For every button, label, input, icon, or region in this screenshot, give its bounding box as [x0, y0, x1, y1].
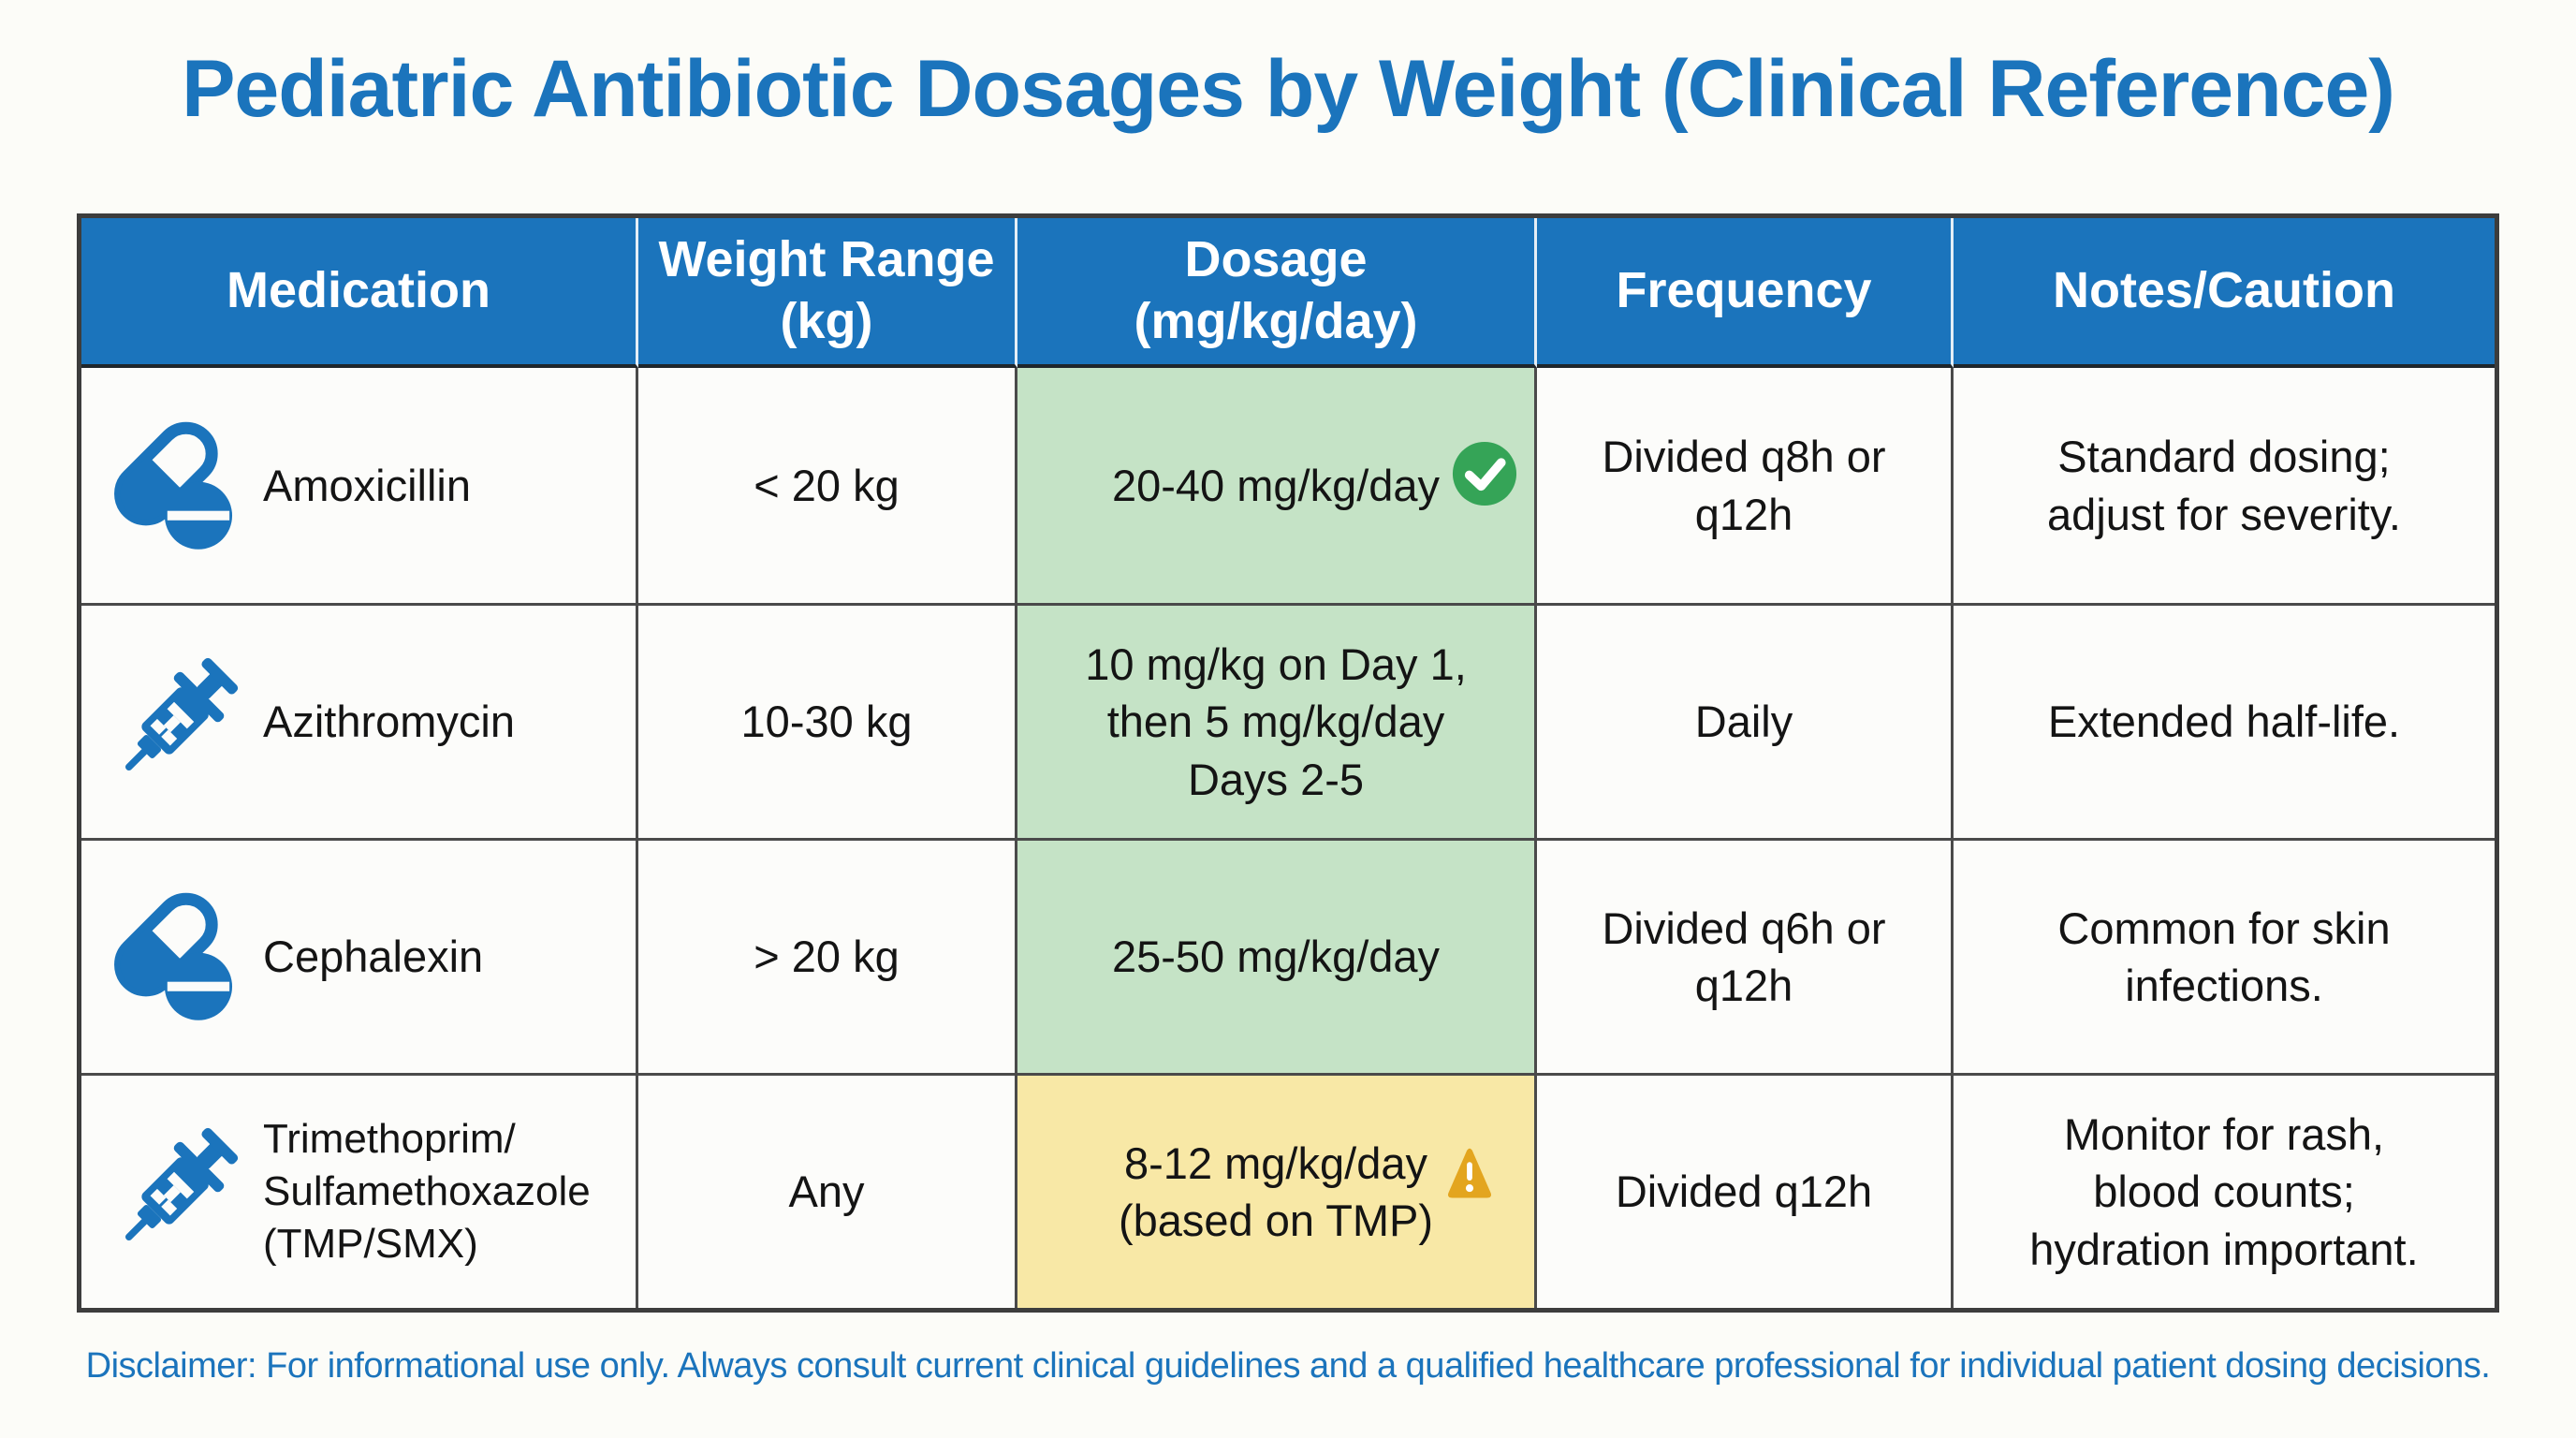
frequency-cell: Daily: [1537, 603, 1954, 838]
notes-caution-cell: Monitor for rash, blood counts; hydratio…: [1954, 1073, 2495, 1308]
notes-caution-cell: Extended half-life.: [1954, 603, 2495, 838]
dosage-text: 8-12 mg/kg/day (based on TMP): [1118, 1137, 1434, 1245]
frequency-cell: Divided q8h or q12h: [1537, 368, 1954, 603]
weight-range-cell: > 20 kg: [638, 838, 1017, 1073]
medication-cell: Azithromycin: [81, 603, 638, 838]
column-header-medication: Medication: [81, 218, 638, 368]
column-header-weight-range: Weight Range (kg): [638, 218, 1017, 368]
dosage-table: Medication Weight Range (kg) Dosage (mg/…: [77, 213, 2499, 1313]
column-header-dosage: Dosage (mg/kg/day): [1017, 218, 1537, 368]
weight-range-cell: < 20 kg: [638, 368, 1017, 603]
frequency-cell: Divided q6h or q12h: [1537, 838, 1954, 1073]
frequency-cell: Divided q12h: [1537, 1073, 1954, 1308]
notes-caution-cell: Common for skin infections.: [1954, 838, 2495, 1073]
medication-name: Azithromycin: [263, 697, 516, 747]
dosage-cell: 10 mg/kg on Day 1, then 5 mg/kg/day Days…: [1017, 603, 1537, 838]
weight-range-cell: 10-30 kg: [638, 603, 1017, 838]
check-icon: [1450, 382, 1519, 521]
notes-caution-cell: Standard dosing; adjust for severity.: [1954, 368, 2495, 603]
weight-range-cell: Any: [638, 1073, 1017, 1308]
medication-cell: Amoxicillin: [81, 368, 638, 603]
dosage-text: 25-50 mg/kg/day: [1111, 932, 1441, 982]
dosage-text: 20-40 mg/kg/day: [1111, 460, 1441, 510]
dosage-text: 10 mg/kg on Day 1, then 5 mg/kg/day Days…: [1085, 639, 1467, 804]
pill-capsule-icon: [104, 887, 244, 1027]
dosage-cell: 8-12 mg/kg/day (based on TMP): [1017, 1073, 1537, 1308]
syringe-icon: [104, 652, 244, 792]
pill-capsule-icon: [104, 416, 244, 556]
medication-cell: Cephalexin: [81, 838, 638, 1073]
disclaimer-text: Disclaimer: For informational use only. …: [85, 1346, 2491, 1386]
medication-cell: Trimethoprim/ Sulfamethoxazole (TMP/SMX): [81, 1073, 638, 1308]
medication-name: Cephalexin: [263, 932, 484, 982]
syringe-icon: [104, 1122, 244, 1262]
page-title: Pediatric Antibiotic Dosages by Weight (…: [182, 44, 2395, 134]
medication-name: Amoxicillin: [263, 460, 471, 510]
dosage-cell: 20-40 mg/kg/day: [1017, 368, 1537, 603]
column-header-notes-caution: Notes/Caution: [1954, 218, 2495, 368]
warning-icon: [1442, 1087, 1497, 1217]
dosage-cell: 25-50 mg/kg/day: [1017, 838, 1537, 1073]
medication-name: Trimethoprim/ Sulfamethoxazole (TMP/SMX): [263, 1115, 591, 1268]
column-header-frequency: Frequency: [1537, 218, 1954, 368]
